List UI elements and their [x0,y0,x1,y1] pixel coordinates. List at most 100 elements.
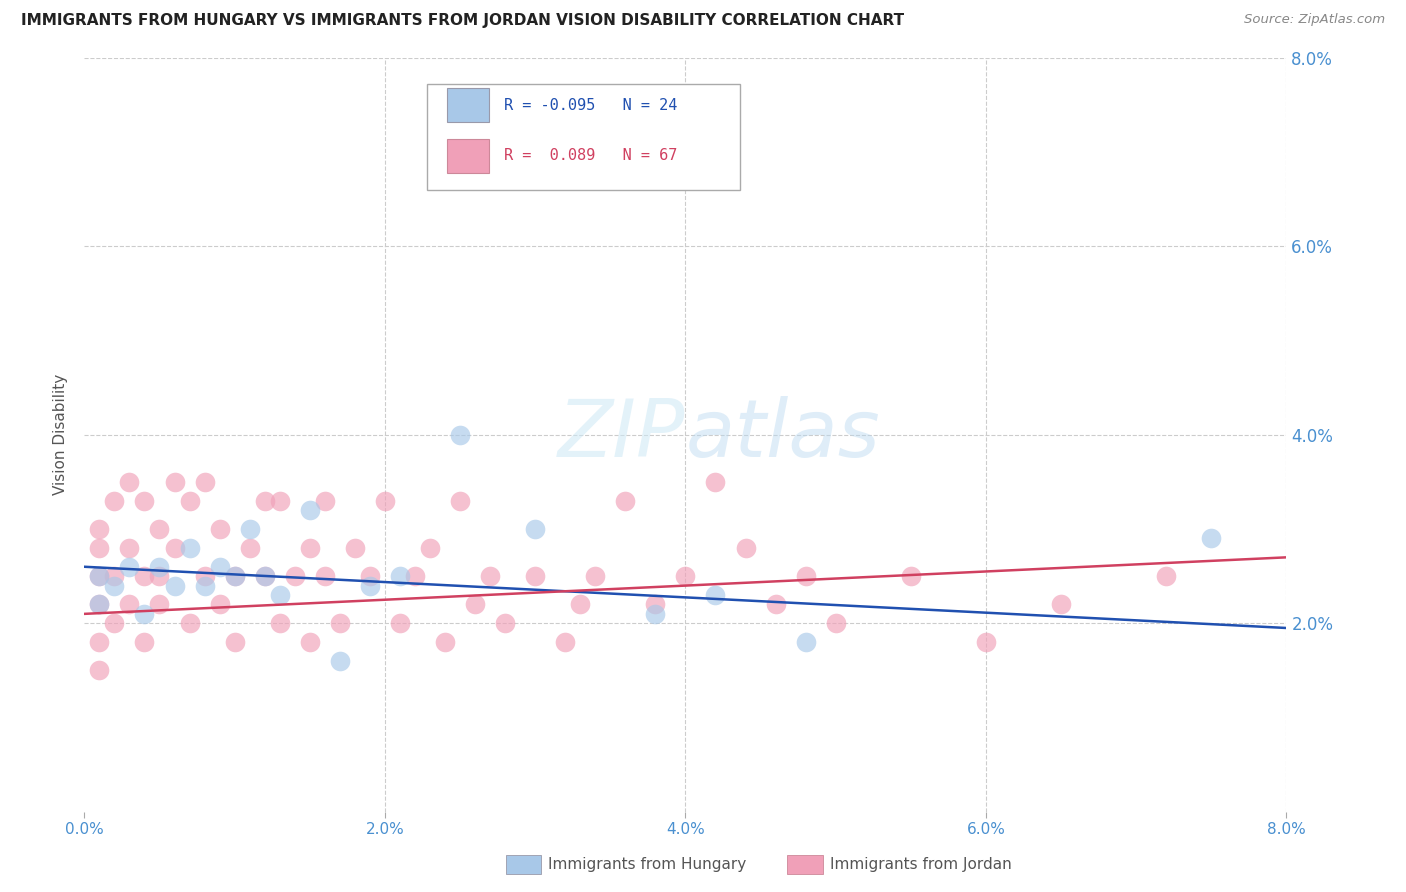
Point [163,475,186,489]
Point [163,578,186,592]
Y-axis label: Vision Disability: Vision Disability [53,375,69,495]
Point [675,569,697,583]
Point [148,598,170,612]
Point [148,522,170,536]
Point [194,475,217,489]
Point [194,578,217,592]
Point [89,541,111,555]
Point [103,616,125,631]
Point [644,607,666,621]
Point [298,503,321,517]
Point [118,541,141,555]
Point [89,664,111,678]
Point [599,164,621,178]
Point [329,654,352,668]
Point [118,475,141,489]
Point [794,635,817,649]
Point [449,428,471,442]
Point [1201,532,1223,546]
Point [359,578,381,592]
Point [239,541,262,555]
Point [224,635,246,649]
Point [179,493,201,508]
Bar [447,88,489,122]
Point [614,493,637,508]
Point [239,522,262,536]
Point [554,635,576,649]
Point [134,607,156,621]
Point [208,598,231,612]
Point [103,493,125,508]
Point [89,569,111,583]
FancyBboxPatch shape [427,85,740,190]
Point [253,493,276,508]
Point [103,578,125,592]
Point [118,598,141,612]
Point [298,541,321,555]
Point [479,569,502,583]
Point [134,635,156,649]
Point [224,569,246,583]
Point [343,541,366,555]
Point [434,635,457,649]
Text: R = -0.095   N = 24: R = -0.095 N = 24 [503,97,678,112]
Point [134,493,156,508]
Point [464,598,486,612]
Bar [447,138,489,172]
Point [388,616,411,631]
Point [329,616,352,631]
Point [794,569,817,583]
Point [269,493,291,508]
Point [208,522,231,536]
Point [194,569,217,583]
Point [704,588,727,602]
Point [314,493,336,508]
Point [974,635,997,649]
Point [388,569,411,583]
Point [179,616,201,631]
Text: atlas: atlas [686,396,880,474]
Point [163,541,186,555]
Text: R =  0.089   N = 67: R = 0.089 N = 67 [503,148,678,163]
Point [583,569,606,583]
Point [765,598,787,612]
Point [179,541,201,555]
Point [374,493,396,508]
Point [359,569,381,583]
Point [253,569,276,583]
Point [284,569,307,583]
Point [524,569,547,583]
Text: Immigrants from Hungary: Immigrants from Hungary [548,857,747,871]
Point [494,616,516,631]
Point [449,493,471,508]
Point [269,616,291,631]
Point [253,569,276,583]
Point [89,598,111,612]
Point [103,569,125,583]
Point [524,522,547,536]
Point [644,598,666,612]
Text: Source: ZipAtlas.com: Source: ZipAtlas.com [1244,13,1385,27]
Point [89,569,111,583]
Point [118,559,141,574]
Point [704,475,727,489]
Point [224,569,246,583]
Point [1156,569,1178,583]
Point [148,569,170,583]
Point [824,616,846,631]
Point [298,635,321,649]
Point [134,569,156,583]
Point [1050,598,1073,612]
Point [148,559,170,574]
Text: IMMIGRANTS FROM HUNGARY VS IMMIGRANTS FROM JORDAN VISION DISABILITY CORRELATION : IMMIGRANTS FROM HUNGARY VS IMMIGRANTS FR… [21,13,904,29]
Point [208,559,231,574]
Point [89,635,111,649]
Point [404,569,426,583]
Point [269,588,291,602]
Text: Immigrants from Jordan: Immigrants from Jordan [830,857,1011,871]
Point [734,541,756,555]
Point [569,598,592,612]
Text: ZIP: ZIP [558,396,686,474]
Point [419,541,441,555]
Point [89,598,111,612]
